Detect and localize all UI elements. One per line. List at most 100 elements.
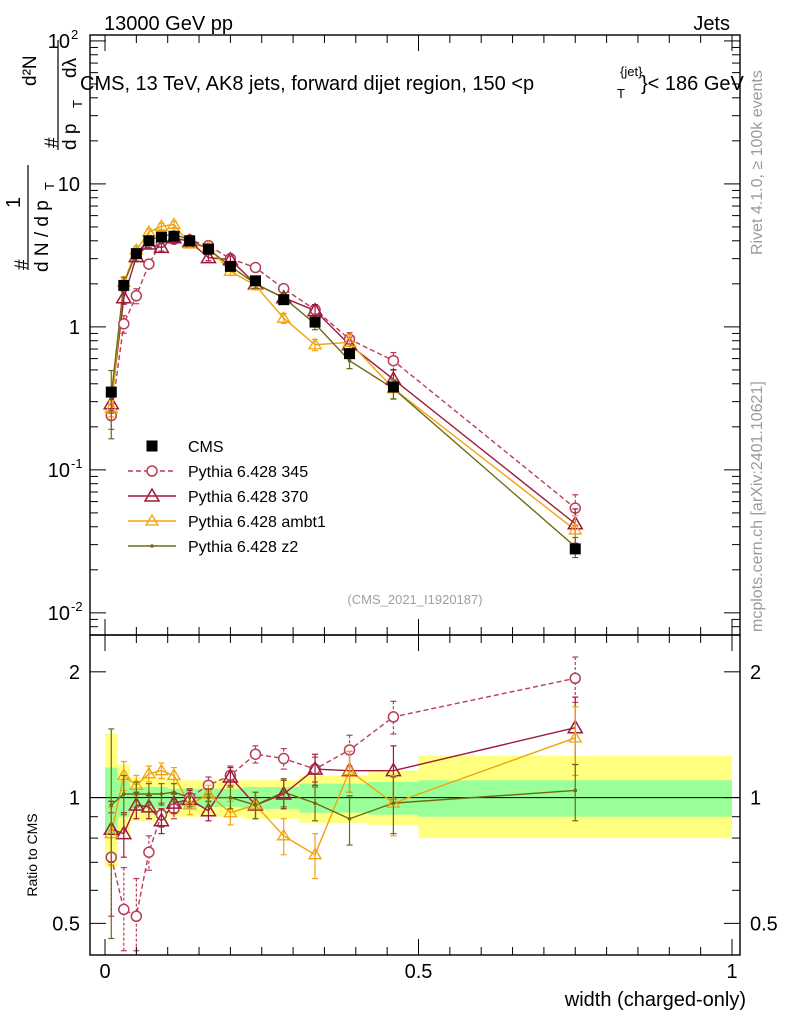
legend-label-1: Pythia 6.428 370 xyxy=(188,489,308,506)
side-label-top: Rivet 4.1.0, ≥ 100k events xyxy=(749,70,766,255)
ratio-ytick-label-right-1: 1 xyxy=(750,788,761,810)
cms-point-p3 xyxy=(143,235,155,247)
ratio-ytick-label-left-0: 0.5 xyxy=(52,913,80,935)
ratio-point-s2-p11 xyxy=(307,847,323,860)
ratio-ytick-label-right-0: 0.5 xyxy=(750,913,778,935)
ratio-point-s3-p11 xyxy=(313,801,317,805)
main-point-s0-p9 xyxy=(249,261,262,274)
legend-symbol-0 xyxy=(146,465,158,477)
legend-label-2: Pythia 6.428 ambt1 xyxy=(188,514,326,531)
ratio-point-s3-p9 xyxy=(253,803,258,807)
ratio-point-s2-p4 xyxy=(154,763,169,776)
ylabel-d2N: d²N xyxy=(20,55,41,86)
cms-point-p0 xyxy=(105,386,117,398)
legend-cms-symbol xyxy=(146,440,158,452)
main-point-s2-p4 xyxy=(154,219,169,231)
ratio-y-label: Ratio to CMS xyxy=(24,813,40,896)
ratio-point-s2-p8 xyxy=(223,805,238,818)
ratio-point-s3-p5 xyxy=(172,790,176,795)
cms-point-p5 xyxy=(168,230,180,242)
cms-point-p2 xyxy=(130,248,142,260)
ratio-point-s1-p1 xyxy=(115,825,133,840)
ratio-point-s0-p14 xyxy=(569,672,581,685)
ratio-point-s0-p3 xyxy=(143,846,155,858)
cms-point-p6 xyxy=(184,235,196,247)
main-point-s2-p14 xyxy=(568,522,583,535)
analysis-id: (CMS_2021_I1920187) xyxy=(347,592,482,607)
main-point-s2-p11 xyxy=(307,337,323,350)
header-right: Jets xyxy=(693,13,730,35)
main-point-s0-p3 xyxy=(143,258,155,270)
ratio-ytick-label-left-1: 1 xyxy=(69,788,80,810)
ratio-ytick-label-right-2: 2 xyxy=(750,662,761,684)
main-point-s1-p11 xyxy=(306,302,324,317)
header-left: 13000 GeV pp xyxy=(104,13,233,35)
ratio-point-s1-p2 xyxy=(128,796,145,811)
ratio-point-s1-p8 xyxy=(222,768,239,783)
ratio-point-s3-p2 xyxy=(134,792,139,796)
main-y-label: # 1 d N / d p T # d²N d p T dλ xyxy=(3,40,85,272)
xtick-label-1: 0.5 xyxy=(405,961,433,983)
main-line-series-2 xyxy=(110,223,576,531)
ylabel-one: 1 xyxy=(3,197,25,208)
ratio-point-s3-p7 xyxy=(206,795,211,800)
main-point-s2-p10 xyxy=(276,310,291,323)
main-point-s0-p1 xyxy=(118,318,130,330)
ratio-point-s0-p9 xyxy=(249,748,262,760)
cms-point-p10 xyxy=(278,294,290,306)
cms-point-p4 xyxy=(155,231,167,243)
ratio-point-s2-p14 xyxy=(568,730,583,743)
legend-cms-label: CMS xyxy=(188,439,224,456)
legend-symbol-3 xyxy=(150,544,154,548)
plot-title: CMS, 13 TeV, AK8 jets, forward dijet reg… xyxy=(80,64,745,101)
ratio-point-s1-p11 xyxy=(306,760,324,775)
ratio-point-s3-p0 xyxy=(109,803,114,807)
main-ytick-label-2: 1 xyxy=(69,317,80,339)
plot-title-sub: T xyxy=(617,86,625,101)
cms-point-p1 xyxy=(118,279,130,291)
plot-title-end: }< 186 GeV xyxy=(641,73,745,95)
ratio-point-s3-p1 xyxy=(122,792,126,796)
ratio-point-s3-p4 xyxy=(159,792,164,796)
ratio-point-s2-p12 xyxy=(342,763,357,776)
ylabel-dp: d p xyxy=(60,124,81,150)
cms-point-p9 xyxy=(249,275,261,287)
main-point-s1-p4 xyxy=(153,238,170,254)
plot-frames xyxy=(89,34,741,956)
ratio-point-s3-p12 xyxy=(347,816,352,821)
main-point-s1-p1 xyxy=(115,289,133,304)
main-ytick-exp-1: -1 xyxy=(71,456,83,471)
ratio-point-s1-p4 xyxy=(153,812,170,827)
x-axis-label: width (charged-only) xyxy=(564,989,746,1011)
ylabel-T-1: T xyxy=(42,182,57,190)
ratio-point-s3-p6 xyxy=(187,795,192,800)
main-point-s2-p12 xyxy=(342,335,357,347)
main-ytick-label-1: 10 xyxy=(48,460,70,482)
ratio-point-s3-p8 xyxy=(228,795,233,800)
main-ytick-label-4: 10 xyxy=(48,31,70,53)
plot-title-main: CMS, 13 TeV, AK8 jets, forward dijet reg… xyxy=(80,73,534,95)
cms-point-p7 xyxy=(202,243,214,255)
ratio-point-s1-p7 xyxy=(200,802,217,817)
main-line-series-3 xyxy=(110,233,576,548)
ratio-point-s2-p10 xyxy=(276,828,291,841)
ratio-point-s3-p13 xyxy=(391,801,396,805)
ratio-point-s2-p5 xyxy=(166,768,182,781)
ratio-point-s0-p10 xyxy=(277,752,290,765)
legend-symbol-1 xyxy=(143,487,161,502)
ylabel-hash-1: # xyxy=(12,259,33,270)
side-label-bottom: mcplots.cern.ch [arXiv:2401.10621] xyxy=(749,381,766,632)
legend-label-3: Pythia 6.428 z2 xyxy=(188,539,298,556)
main-point-s3-p12 xyxy=(347,358,352,363)
legend-label-0: Pythia 6.428 345 xyxy=(188,464,308,481)
cms-point-p12 xyxy=(344,348,356,360)
plot-title-sup: {jet} xyxy=(620,64,643,79)
ylabel-T-2: T xyxy=(70,100,85,108)
ylabel-hash-2: # xyxy=(42,137,63,148)
ratio-point-s1-p3 xyxy=(140,798,158,813)
main-ytick-label-0: 10 xyxy=(48,603,70,625)
main-point-s2-p5 xyxy=(166,217,182,230)
ylabel-dN: d N / d p xyxy=(32,200,53,272)
